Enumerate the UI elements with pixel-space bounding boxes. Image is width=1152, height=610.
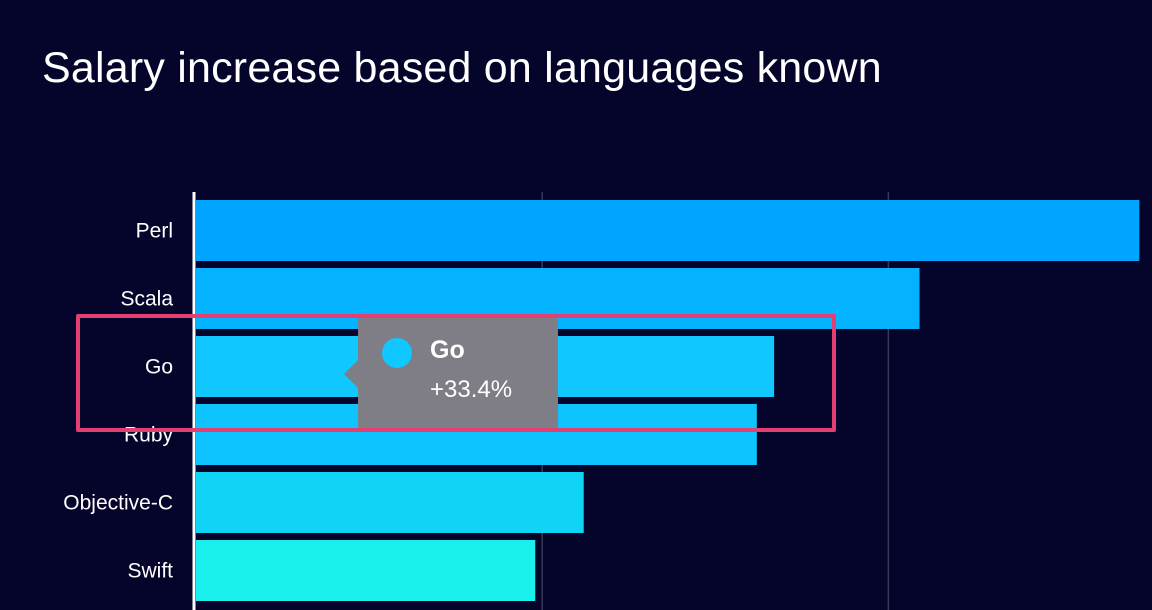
- tooltip: Go +33.4%: [344, 318, 558, 428]
- category-label-perl: Perl: [136, 220, 173, 243]
- category-label-scala: Scala: [120, 288, 173, 311]
- bar-swift[interactable]: [196, 540, 536, 601]
- category-label-ruby: Ruby: [124, 424, 174, 447]
- category-label-go: Go: [145, 356, 173, 379]
- tooltip-value: +33.4%: [430, 376, 513, 403]
- tooltip-name: Go: [430, 336, 465, 364]
- bar-perl[interactable]: [196, 200, 1140, 261]
- category-label-swift: Swift: [127, 560, 173, 583]
- chart-title: Salary increase based on languages known: [42, 44, 882, 92]
- tooltip-arrow: [344, 360, 358, 388]
- category-label-objective-c: Objective-C: [63, 492, 173, 515]
- series-dot-icon: [382, 338, 412, 368]
- bar-objective-c[interactable]: [196, 472, 584, 533]
